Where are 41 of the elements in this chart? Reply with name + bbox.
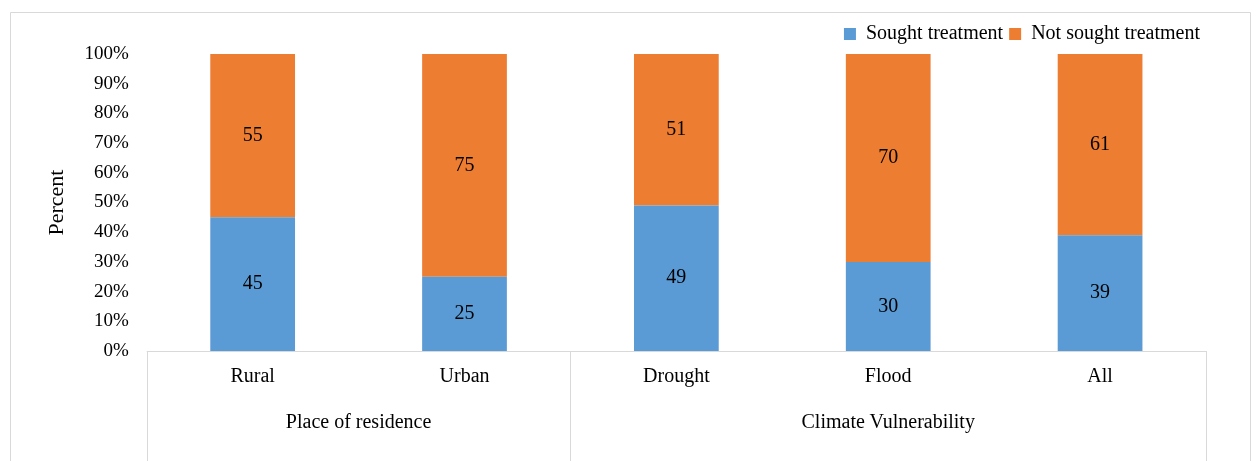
y-tick-label: 30% — [93, 249, 129, 271]
x-tick-label: Drought — [643, 364, 711, 388]
y-tick-label: 100% — [84, 41, 129, 63]
y-tick-label: 20% — [93, 279, 129, 301]
bar — [1057, 235, 1143, 351]
y-tick-label: 10% — [93, 309, 129, 331]
data-label: 55 — [242, 122, 263, 145]
bar — [1057, 54, 1143, 236]
y-tick-label: 40% — [93, 220, 129, 242]
y-tick-label: 60% — [93, 160, 129, 182]
data-label: 61 — [1090, 131, 1111, 154]
text: Place of residence — [285, 410, 432, 433]
data-label: 30 — [878, 293, 899, 316]
bar — [210, 217, 296, 351]
data-label: 39 — [1090, 280, 1111, 303]
bar — [422, 54, 507, 277]
text: Climate Vulnerability — [801, 410, 975, 434]
y-tick-label: 70% — [93, 131, 129, 153]
bar — [210, 54, 296, 218]
data-label: 51 — [666, 116, 687, 139]
bar — [845, 54, 931, 262]
data-label: 70 — [878, 145, 899, 168]
y-axis-title: Percent — [42, 169, 68, 236]
bar — [845, 261, 931, 351]
legend-label: Sought treatment — [865, 21, 1004, 45]
bar — [633, 54, 719, 206]
x-tick-label: Urban — [439, 364, 490, 387]
data-label: 25 — [454, 301, 475, 324]
y-tick-label: 90% — [93, 71, 129, 93]
legend-label: Not sought treatment — [1031, 21, 1201, 45]
data-label: 45 — [242, 271, 263, 294]
bar — [422, 276, 507, 351]
x-tick-label: Rural — [230, 364, 276, 387]
data-label: 75 — [454, 152, 475, 175]
bar — [633, 205, 719, 351]
data-label: 49 — [666, 265, 687, 288]
y-tick-label: 50% — [93, 190, 129, 212]
y-tick-label: 80% — [93, 101, 129, 123]
y-tick-label: 0% — [103, 338, 129, 360]
x-tick-label: All — [1087, 364, 1114, 387]
x-tick-label: Flood — [864, 364, 912, 387]
